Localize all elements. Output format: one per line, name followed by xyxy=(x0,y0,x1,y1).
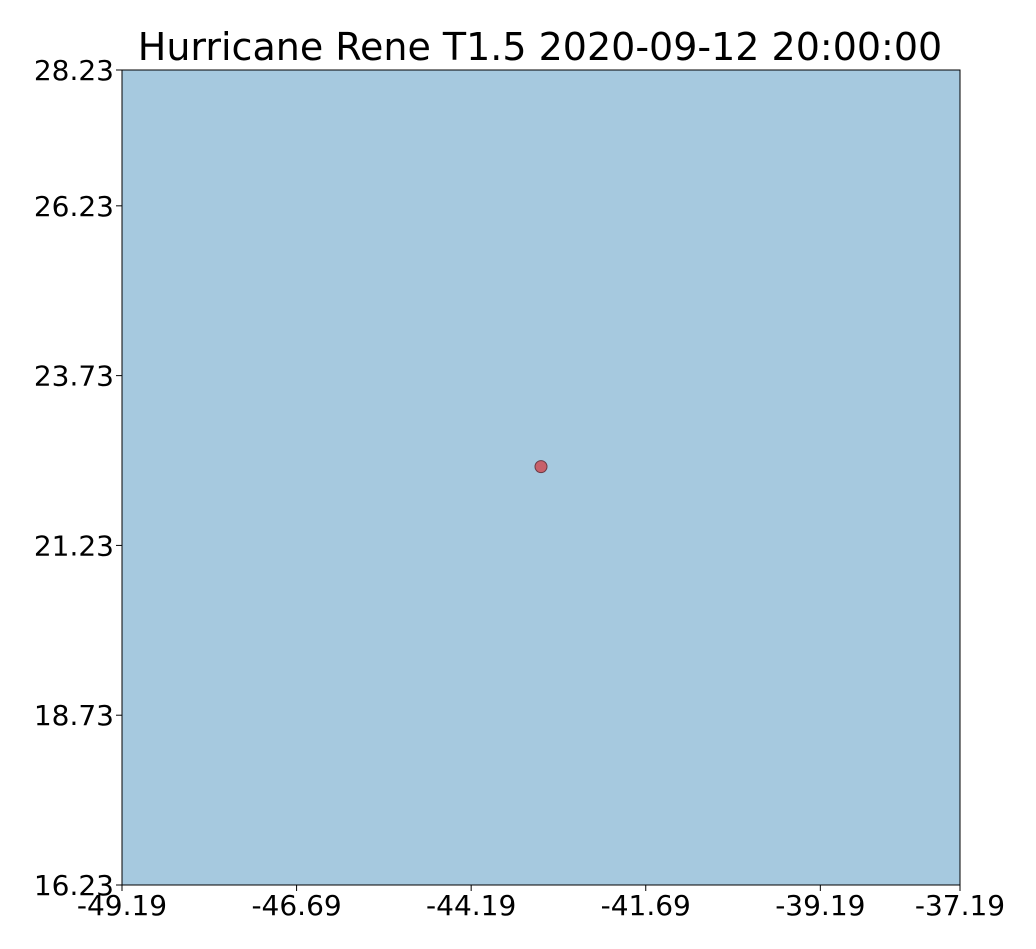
y-tick-label: 23.73 xyxy=(34,360,114,393)
y-tick-label: 21.23 xyxy=(34,529,114,562)
y-tick-label: 28.23 xyxy=(34,54,114,87)
latitude-axis: 28.23 26.23 23.73 21.23 18.73 16.23 xyxy=(34,54,122,902)
map-frame xyxy=(121,69,961,886)
x-tick-label: -39.19 xyxy=(775,889,865,922)
longitude-axis: -49.19 -46.69 -44.19 -41.69 -39.19 -37.19 xyxy=(77,885,1005,922)
map-title: Hurricane Rene T1.5 2020-09-12 20:00:00 xyxy=(138,25,942,69)
y-tick-label: 16.23 xyxy=(34,869,114,902)
storm-center-marker xyxy=(534,460,548,474)
y-tick-label: 18.73 xyxy=(34,699,114,732)
x-tick-label: -49.19 xyxy=(77,889,167,922)
x-tick-label: -37.19 xyxy=(915,889,1005,922)
ocean-map-area xyxy=(122,70,960,885)
y-tick-label: 26.23 xyxy=(34,190,114,223)
x-tick-label: -44.19 xyxy=(426,889,516,922)
x-tick-label: -46.69 xyxy=(251,889,341,922)
x-tick-label: -41.69 xyxy=(601,889,691,922)
